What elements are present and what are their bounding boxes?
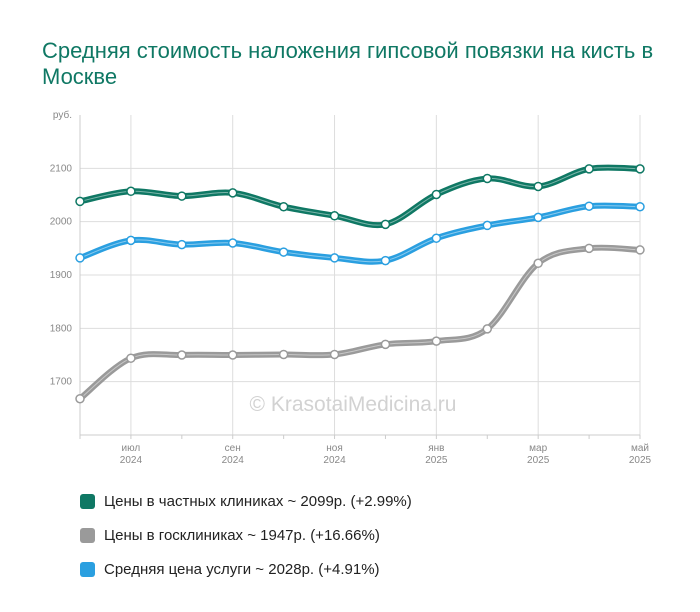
data-point-average [329, 253, 340, 263]
data-point-private [380, 219, 391, 230]
legend-item-public[interactable]: Цены в госклиниках ~ 1947р. (+16.66%) [80, 518, 412, 552]
legend-item-average[interactable]: Средняя цена услуги ~ 2028р. (+4.91%) [80, 552, 412, 586]
x-tick-label-year: 2025 [425, 455, 448, 466]
chart-svg: 17001800190020002100руб.июл2024сен2024но… [50, 109, 652, 466]
data-point-average [177, 239, 187, 250]
data-point-public [126, 353, 136, 363]
data-point-average [635, 201, 645, 212]
data-point-average [75, 253, 85, 263]
y-tick-label: 2100 [50, 163, 73, 174]
data-point-private [126, 186, 136, 197]
data-point-average [227, 238, 238, 248]
data-point-average [431, 233, 442, 243]
data-point-average [533, 212, 543, 223]
legend: Цены в частных клиниках ~ 2099р. (+2.99%… [80, 484, 412, 586]
data-point-public [584, 243, 594, 254]
series-line-private [77, 164, 643, 229]
x-tick-label-year: 2024 [323, 455, 346, 466]
data-point-public [278, 349, 289, 360]
x-tick-label-month: ноя [326, 443, 343, 454]
data-point-private [75, 196, 85, 207]
data-point-public [380, 339, 391, 350]
chart-title: Средняя стоимость наложения гипсовой пов… [42, 38, 654, 89]
x-tick-label-year: 2024 [120, 455, 143, 466]
x-tick-label-month: июл [122, 443, 141, 454]
x-tick-label-year: 2024 [222, 455, 245, 466]
legend-swatch-public [80, 527, 95, 543]
data-point-public [75, 393, 85, 404]
data-point-public [431, 336, 442, 346]
legend-swatch-average [80, 561, 95, 577]
y-axis-label: руб. [53, 109, 72, 121]
x-tick-label-month: май [631, 443, 649, 454]
data-point-public [227, 350, 238, 360]
data-point-private [533, 181, 543, 192]
x-tick-label-month: мар [529, 443, 547, 454]
legend-label-private: Цены в частных клиниках ~ 2099р. (+2.99%… [104, 492, 412, 510]
data-point-private [482, 173, 493, 184]
data-point-public [533, 258, 543, 269]
x-tick-label-month: сен [225, 443, 241, 454]
series-line-public [77, 244, 643, 402]
watermark: © KrasotaiMedicina.ru [250, 393, 457, 416]
data-point-average [380, 255, 391, 266]
data-point-private [329, 211, 340, 221]
legend-label-public: Цены в госклиниках ~ 1947р. (+16.66%) [104, 526, 380, 544]
data-point-private [177, 191, 187, 201]
data-point-private [227, 188, 238, 198]
data-point-average [278, 247, 289, 257]
data-point-private [584, 164, 594, 174]
data-point-average [584, 201, 594, 211]
series-group [75, 164, 645, 404]
x-tick-label-year: 2025 [629, 455, 652, 466]
y-tick-label: 1700 [50, 377, 73, 388]
data-point-private [278, 201, 289, 212]
series-line-highlight-public [79, 247, 641, 400]
x-tick-label-year: 2025 [527, 455, 550, 466]
data-point-private [431, 189, 442, 200]
x-tick-label-month: янв [428, 443, 444, 454]
legend-label-average: Средняя цена услуги ~ 2028р. (+4.91%) [104, 560, 380, 578]
data-point-public [177, 350, 187, 360]
data-point-public [482, 324, 493, 334]
data-point-public [635, 245, 645, 255]
data-point-public [329, 349, 340, 360]
data-point-private [635, 164, 645, 174]
data-point-average [482, 220, 493, 231]
legend-item-private[interactable]: Цены в частных клиниках ~ 2099р. (+2.99%… [80, 484, 412, 518]
legend-swatch-private [80, 493, 95, 509]
y-tick-label: 2000 [50, 217, 73, 228]
y-tick-label: 1800 [50, 323, 73, 334]
data-point-average [126, 235, 136, 246]
grid [80, 115, 641, 435]
y-tick-label: 1900 [50, 270, 73, 281]
axes: 17001800190020002100руб.июл2024сен2024но… [50, 109, 652, 466]
